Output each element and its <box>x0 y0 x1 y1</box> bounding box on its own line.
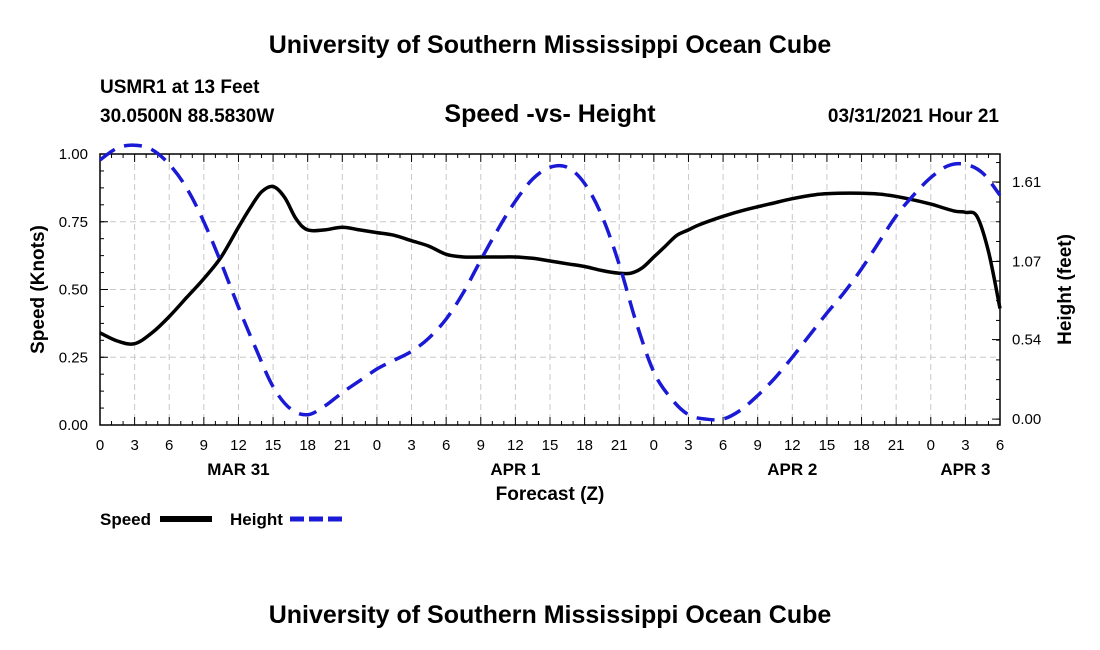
legend-speed-label: Speed <box>100 510 151 529</box>
page-title-top: University of Southern Mississippi Ocean… <box>268 31 832 59</box>
x-tick-label: 9 <box>477 437 485 454</box>
axis-labels: 0 3 6 9 12 15 18 21 0 3 6 9 12 15 18 21 0 3 6 9 12 15 18 21 0 3 60… <box>28 146 1076 505</box>
station-name: USMR1 at 13 Feet <box>100 77 260 98</box>
y-tick-label: 0.25 <box>59 349 88 366</box>
series-lines <box>98 143 1002 422</box>
date-label: MAR 31 <box>207 460 269 479</box>
x-tick-label: 6 <box>442 437 450 454</box>
page-title-bottom: University of Southern Mississippi Ocean… <box>268 601 832 629</box>
x-tick-label: 18 <box>299 437 316 454</box>
y-tick-label: 0.75 <box>59 214 88 231</box>
y-tick-label: 0.50 <box>59 282 88 299</box>
y-tick-label: 1.00 <box>59 146 88 163</box>
x-tick-label: 3 <box>961 437 969 454</box>
x-tick-label: 12 <box>784 437 801 454</box>
x-tick-label: 21 <box>334 437 351 454</box>
x-tick-label: 0 <box>96 437 104 454</box>
y2-axis-title: Height (feet) <box>1055 234 1076 345</box>
y2-tick-label: 1.61 <box>1012 174 1041 191</box>
legend-height-label: Height <box>230 510 283 529</box>
axes <box>99 153 1001 426</box>
x-tick-label: 3 <box>407 437 415 454</box>
x-tick-label: 21 <box>611 437 628 454</box>
x-tick-label: 18 <box>576 437 593 454</box>
grid <box>100 154 1000 425</box>
forecast-datetime: 03/31/2021 Hour 21 <box>827 106 999 127</box>
legend: Speed Height <box>100 510 342 529</box>
x-tick-label: 15 <box>542 437 559 454</box>
x-tick-label: 12 <box>230 437 247 454</box>
x-tick-label: 18 <box>853 437 870 454</box>
x-tick-label: 0 <box>373 437 381 454</box>
x-tick-label: 15 <box>819 437 836 454</box>
date-label: APR 1 <box>490 460 540 479</box>
x-tick-label: 3 <box>684 437 692 454</box>
x-tick-label: 0 <box>927 437 935 454</box>
x-tick-label: 9 <box>754 437 762 454</box>
y-axis-title: Speed (Knots) <box>28 225 49 354</box>
height-series-line <box>98 143 1002 422</box>
station-coords: 30.0500N 88.5830W <box>100 106 275 127</box>
x-tick-label: 6 <box>719 437 727 454</box>
y-tick-label: 0.00 <box>59 417 88 434</box>
x-tick-label: 6 <box>996 437 1004 454</box>
x-tick-label: 12 <box>507 437 524 454</box>
x-tick-label: 0 <box>650 437 658 454</box>
y2-tick-label: 0.00 <box>1012 411 1041 428</box>
x-tick-label: 21 <box>888 437 905 454</box>
x-tick-label: 6 <box>165 437 173 454</box>
x-tick-label: 15 <box>265 437 282 454</box>
plot-frame <box>99 153 1001 426</box>
x-tick-label: 9 <box>200 437 208 454</box>
y2-tick-label: 1.07 <box>1012 254 1041 271</box>
date-label: APR 2 <box>767 460 817 479</box>
date-label: APR 3 <box>940 460 990 479</box>
chart-title: Speed -vs- Height <box>444 100 656 128</box>
x-axis-title: Forecast (Z) <box>496 484 605 505</box>
y2-tick-label: 0.54 <box>1012 332 1041 349</box>
speed-series-line <box>99 184 1002 346</box>
x-tick-label: 3 <box>130 437 138 454</box>
